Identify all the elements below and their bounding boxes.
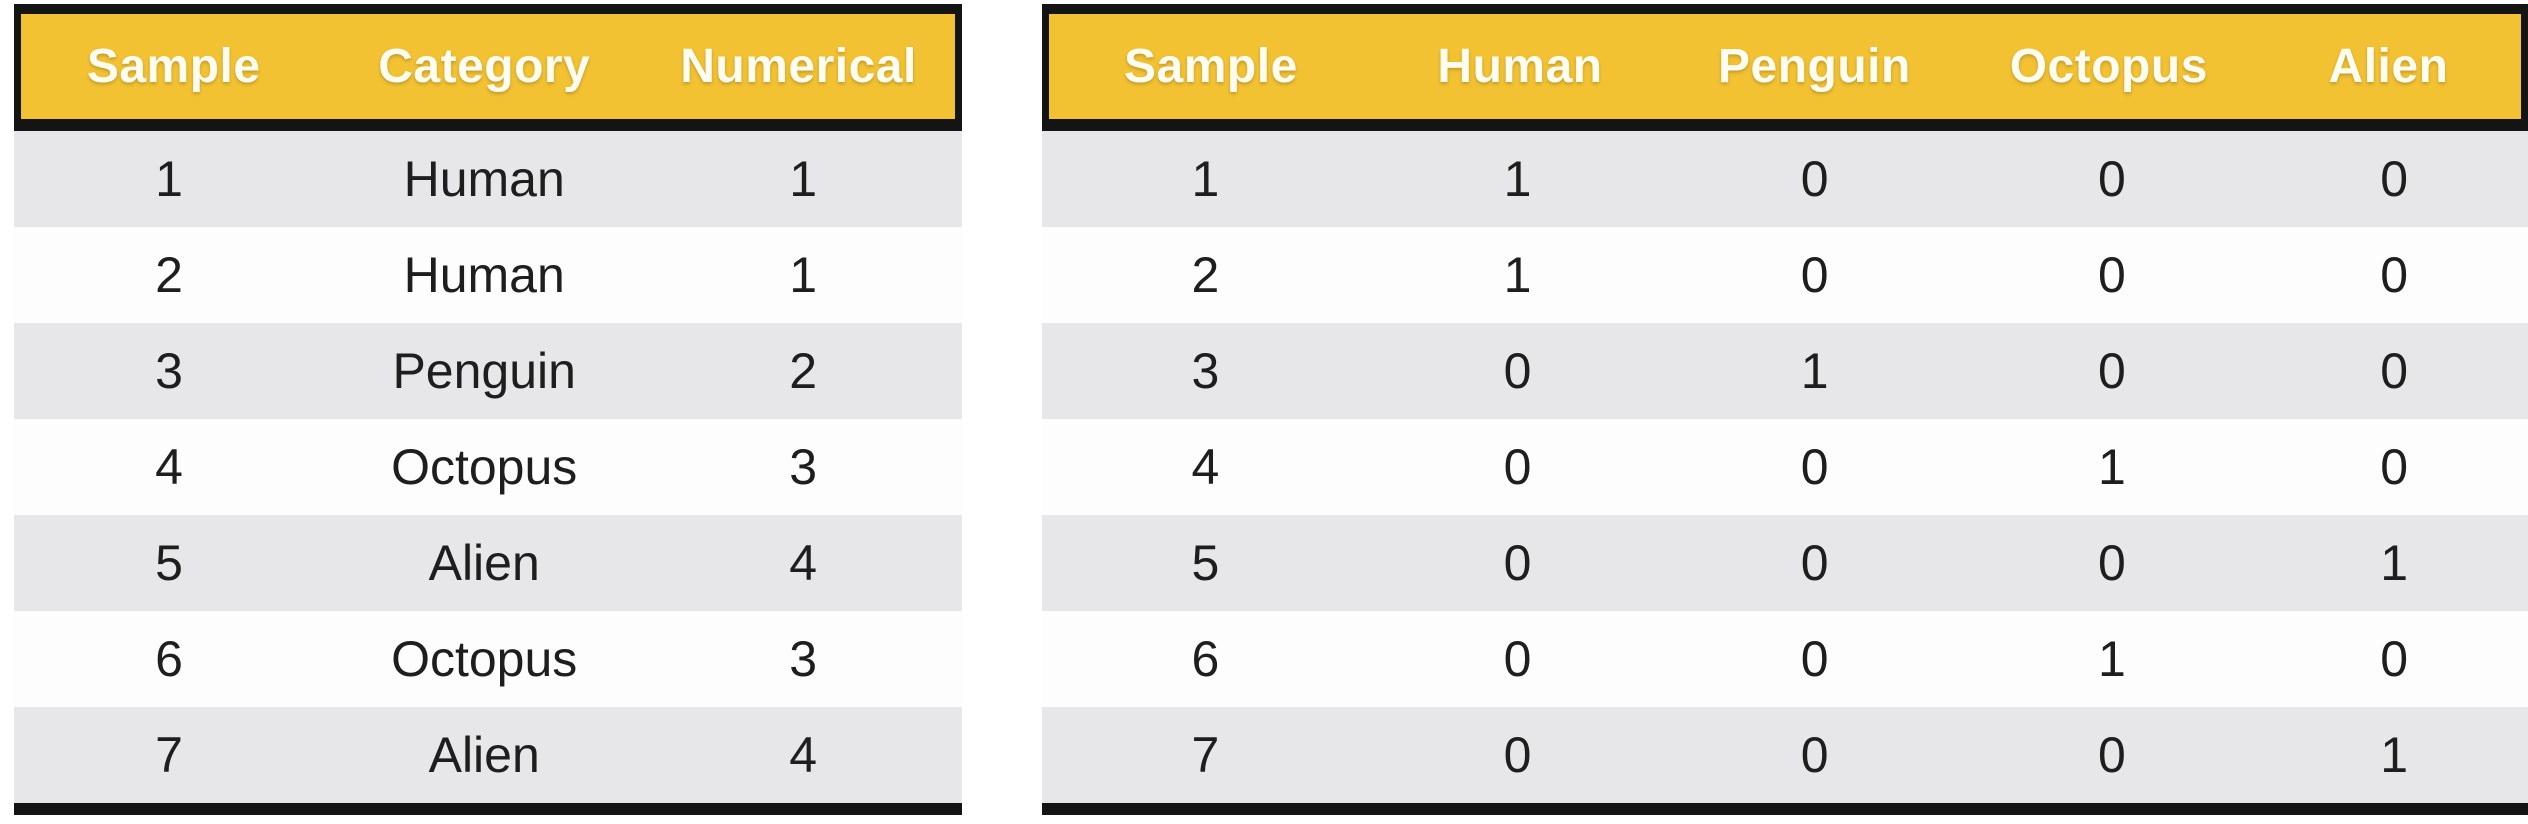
cell: Octopus [391,439,578,495]
cell: 4 [789,727,818,783]
table-row: 3 0 1 0 0 [1042,323,2528,419]
table-row: 7 Alien 4 [14,707,962,803]
cell: 3 [155,343,183,399]
cell: Human [403,247,565,303]
table-row: 4 Octopus 3 [14,419,962,515]
cell: 0 [2380,631,2409,687]
column-header-human: Human [1437,40,1603,93]
cell: 4 [789,535,818,591]
cell: 0 [1503,343,1532,399]
cell: 0 [2097,151,2126,207]
cell: 1 [1503,247,1532,303]
table-body: 1 Human 1 2 Human 1 3 Penguin 2 4 Octopus 3 5 Alien 4 6… [14,131,962,815]
cell: 1 [789,247,818,303]
column-header-octopus: Octopus [2009,40,2208,93]
table-header-row: Sample Human Penguin Octopus Alien [1042,4,2528,131]
cell: 3 [1191,343,1220,399]
cell: 4 [155,439,183,495]
cell: 5 [155,535,183,591]
cell: 7 [155,727,183,783]
column-header-numerical: Numerical [680,40,917,93]
table-row: 3 Penguin 2 [14,323,962,419]
cell: 0 [1800,439,1829,495]
table-row: 6 0 0 1 0 [1042,611,2528,707]
cell: 6 [155,631,183,687]
one-hot-encoded-table: Sample Human Penguin Octopus Alien 1 1 0 0 0 2 1 0 0… [1042,4,2528,815]
cell: Alien [428,535,540,591]
column-header-alien: Alien [2328,40,2449,93]
table-row: 1 Human 1 [14,131,962,227]
cell: 2 [1191,247,1220,303]
cell: Penguin [392,343,576,399]
cell: 0 [2380,247,2409,303]
cell: 2 [155,247,183,303]
table-row: 7 0 0 0 1 [1042,707,2528,803]
cell: 0 [2097,535,2126,591]
categorical-data-table: Sample Category Numerical 1 Human 1 2 Human 1 3 P… [14,4,962,815]
cell: 3 [789,631,818,687]
cell: 1 [2097,631,2126,687]
table-row: 5 0 0 0 1 [1042,515,2528,611]
cell: 1 [2380,535,2409,591]
cell: 3 [789,439,818,495]
cell: 4 [1191,439,1220,495]
column-header-penguin: Penguin [1718,40,1911,93]
table-row: 6 Octopus 3 [14,611,962,707]
table-row: 1 1 0 0 0 [1042,131,2528,227]
cell: 1 [155,151,183,207]
table-row: 5 Alien 4 [14,515,962,611]
cell: 0 [2380,343,2409,399]
column-header-sample: Sample [86,40,261,93]
cell: 0 [1503,631,1532,687]
cell: 0 [1800,535,1829,591]
cell: 0 [1800,631,1829,687]
cell: Human [403,151,565,207]
cell: 0 [1503,727,1532,783]
cell: 1 [1800,343,1829,399]
cell: 0 [1503,439,1532,495]
table-row: 2 Human 1 [14,227,962,323]
cell: Alien [428,727,540,783]
cell: 0 [2380,151,2409,207]
cell: 0 [1800,151,1829,207]
table-header-row: Sample Category Numerical [14,4,962,131]
cell: 2 [789,343,818,399]
cell: 7 [1191,727,1220,783]
cell: 1 [1191,151,1220,207]
cell: Octopus [391,631,578,687]
table-row: 4 0 0 1 0 [1042,419,2528,515]
cell: 1 [789,151,818,207]
column-header-category: Category [378,40,591,93]
cell: 0 [1503,535,1532,591]
cell: 6 [1191,631,1220,687]
cell: 0 [1800,727,1829,783]
cell: 1 [2097,439,2126,495]
cell: 0 [2097,727,2126,783]
cell: 0 [2097,247,2126,303]
cell: 5 [1191,535,1220,591]
cell: 0 [2097,343,2126,399]
cell: 0 [1800,247,1829,303]
cell: 0 [2380,439,2409,495]
table-row: 2 1 0 0 0 [1042,227,2528,323]
column-header-sample: Sample [1124,40,1298,93]
cell: 1 [2380,727,2409,783]
cell: 1 [1503,151,1532,207]
